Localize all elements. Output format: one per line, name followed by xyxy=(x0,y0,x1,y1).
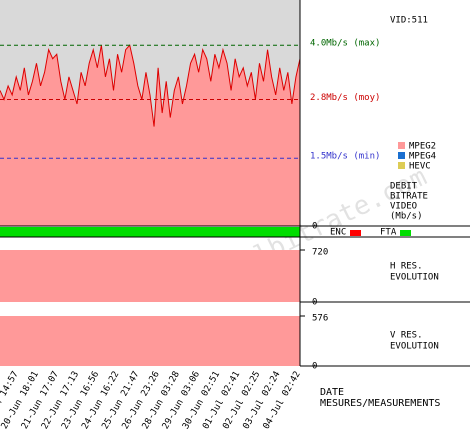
legend-label: MPEG4 xyxy=(409,152,436,162)
vid-label: VID:511 xyxy=(390,16,428,26)
axis-title: DEBIT xyxy=(390,182,418,192)
bitrate-area xyxy=(0,45,300,227)
bitrate-line xyxy=(0,44,301,127)
band-title: H RES. xyxy=(390,262,423,272)
y-tick-label: 720 xyxy=(312,248,328,258)
x-axis-title: MESURES/MEASUREMENTS xyxy=(320,398,440,409)
flag-swatch xyxy=(400,230,411,236)
reference-label: 1.5Mb/s (min) xyxy=(310,152,380,162)
axis-title: (Mb/s) xyxy=(390,212,423,222)
reference-label: 2.8Mb/s (moy) xyxy=(310,93,380,103)
band-title: V RES. xyxy=(390,331,423,341)
y-tick-label: 576 xyxy=(312,314,328,324)
y-tick-label: 0 xyxy=(312,298,317,308)
y-tick-label: 0 xyxy=(312,222,317,232)
axis-title: BITRATE xyxy=(390,192,428,202)
legend-label: HEVC xyxy=(409,162,431,172)
fta-bar xyxy=(0,227,300,237)
flag-label: ENC xyxy=(330,228,346,238)
resolution-band xyxy=(0,316,300,366)
legend-swatch xyxy=(398,142,405,149)
flag-label: FTA xyxy=(380,228,397,238)
axis-title: VIDEO xyxy=(390,202,417,212)
legend-swatch xyxy=(398,162,405,169)
flag-swatch xyxy=(350,230,361,236)
band-title: EVOLUTION xyxy=(390,273,439,283)
legend-label: MPEG2 xyxy=(409,142,436,152)
band-title: EVOLUTION xyxy=(390,342,439,352)
y-tick-label: 0 xyxy=(312,362,317,372)
reference-label: 4.0Mb/s (max) xyxy=(310,39,380,49)
resolution-band xyxy=(0,250,300,302)
x-axis-title: DATE xyxy=(320,387,344,398)
legend-swatch xyxy=(398,152,405,159)
